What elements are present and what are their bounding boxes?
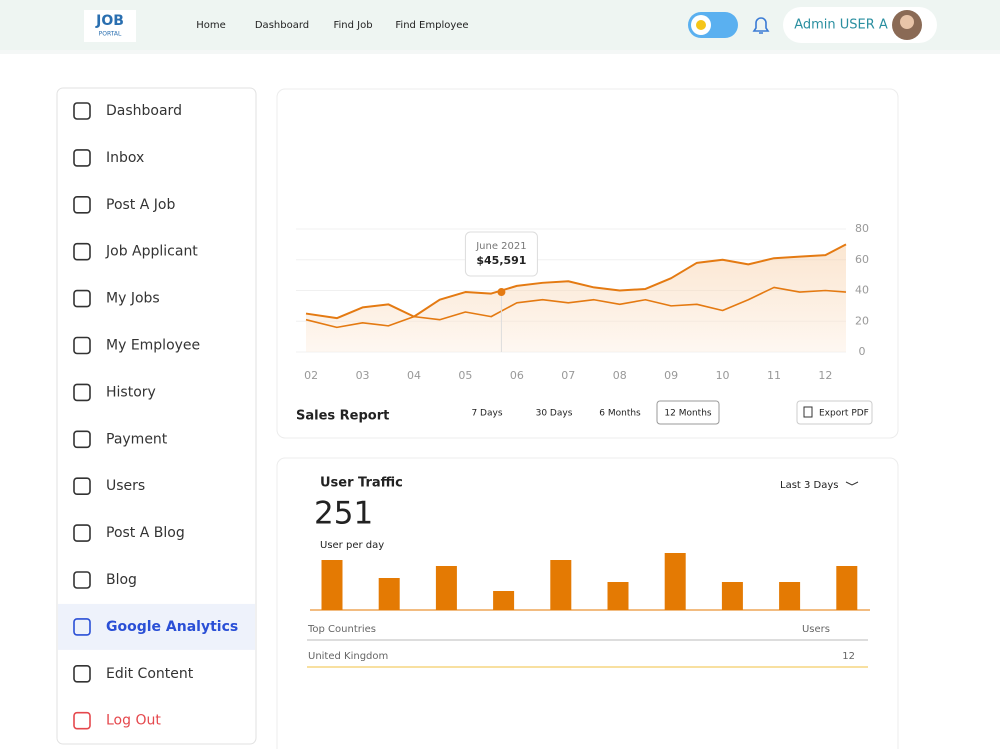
sidebar-active-bg [58,603,255,650]
sidebar [56,87,257,745]
x-tick-label: 06 [510,369,524,382]
sidebar-item[interactable]: Edit Content [106,666,194,682]
nav-link[interactable]: Find Employee [395,20,468,31]
sidebar-icon[interactable] [73,477,91,496]
export-button[interactable] [796,400,873,425]
x-tick-label: 03 [356,369,370,382]
range-selected[interactable] [656,400,720,425]
sidebar-item[interactable]: Post A Job [106,197,175,213]
bar [836,566,858,610]
x-tick-label: 02 [304,369,318,382]
sidebar-item[interactable]: Job Applicant [105,244,198,260]
sidebar-icon[interactable] [73,196,91,214]
sidebar-item[interactable]: Google Analytics [106,619,238,635]
sidebar-item[interactable]: My Employee [106,338,200,354]
logo[interactable]: JOB [95,13,124,29]
tooltip-point [497,288,506,297]
sidebar-icon[interactable] [73,336,91,355]
bar [779,582,801,610]
x-tick-label: 11 [767,369,781,382]
bar [321,560,343,610]
bar [435,566,457,610]
range-option[interactable]: 12 Months [664,409,712,419]
x-tick-label: 08 [613,369,627,382]
sidebar-icon[interactable] [73,711,91,730]
y-tick-label: 40 [855,284,869,297]
sidebar-icon[interactable] [73,664,91,683]
bar [664,553,686,610]
traffic-card [276,457,899,749]
sidebar-item[interactable]: Blog [106,572,137,588]
x-tick-label: 10 [716,369,730,382]
traffic-subtitle: User per day [320,540,384,551]
table-header: Top Countries [307,624,376,635]
x-tick-label: 04 [407,369,421,382]
range-select[interactable]: Last 3 Days [780,480,839,491]
sidebar-item[interactable]: Users [106,478,145,494]
x-tick-label: 09 [664,369,678,382]
chevron[interactable] [845,481,859,486]
sidebar-item[interactable]: Post A Blog [106,525,185,541]
bar [378,578,400,610]
sidebar-icon[interactable] [73,571,91,589]
table-header: Users [802,624,830,635]
sidebar-item[interactable]: Payment [106,431,168,447]
bar [493,591,515,610]
bar [721,582,743,610]
sidebar-icon[interactable] [73,524,91,542]
area-fill [306,244,846,352]
y-tick-label: 60 [855,253,869,266]
tooltip-box [464,231,538,277]
x-tick-label: 12 [818,369,832,382]
export-label[interactable]: Export PDF [819,409,869,419]
nav-link[interactable]: Dashboard [255,20,309,31]
tooltip-value: $45,591 [476,254,526,267]
x-tick-label: 07 [561,369,575,382]
tooltip-title: June 2021 [475,241,526,252]
line-series [305,243,847,320]
sidebar-icon[interactable] [73,289,91,308]
sidebar-icon[interactable] [73,102,91,120]
range-option[interactable]: 30 Days [536,409,573,419]
range-option[interactable]: 6 Months [599,409,641,419]
traffic-total: 251 [314,496,373,532]
sidebar-item[interactable]: Inbox [106,150,144,166]
sidebar-icon[interactable] [73,149,91,167]
table-cell: 12 [842,651,855,662]
logo-sub: PORTAL [99,31,122,38]
user-name[interactable]: Admin USER A [794,18,888,33]
nav-shadow [0,50,1000,54]
sidebar-icon[interactable] [73,618,91,636]
sidebar-icon[interactable] [73,383,91,402]
bell-icon[interactable] [752,17,770,34]
table-cell: United Kingdom [308,651,388,662]
y-tick-label: 0 [859,345,866,358]
bar [550,560,572,610]
sidebar-item[interactable]: History [106,384,156,400]
logo-box[interactable] [84,10,136,42]
x-tick-label: 05 [458,369,472,382]
sidebar-item[interactable]: Log Out [106,713,161,729]
nav-link[interactable]: Find Job [333,20,372,31]
export-icon [803,406,813,418]
sidebar-icon[interactable] [73,430,91,449]
sidebar-item[interactable]: My Jobs [106,291,160,307]
bar [607,582,629,610]
avatar-face [900,15,914,29]
nav-link[interactable]: Home [196,20,226,31]
sidebar-item[interactable]: Dashboard [106,103,182,119]
sun-icon [696,20,706,30]
line-series [305,286,847,329]
traffic-title: User Traffic [320,476,403,491]
range-option[interactable]: 7 Days [471,409,502,419]
y-tick-label: 20 [855,314,869,327]
y-tick-label: 80 [855,222,869,235]
sales-title: Sales Report [296,409,389,424]
sidebar-icon[interactable] [73,242,91,261]
